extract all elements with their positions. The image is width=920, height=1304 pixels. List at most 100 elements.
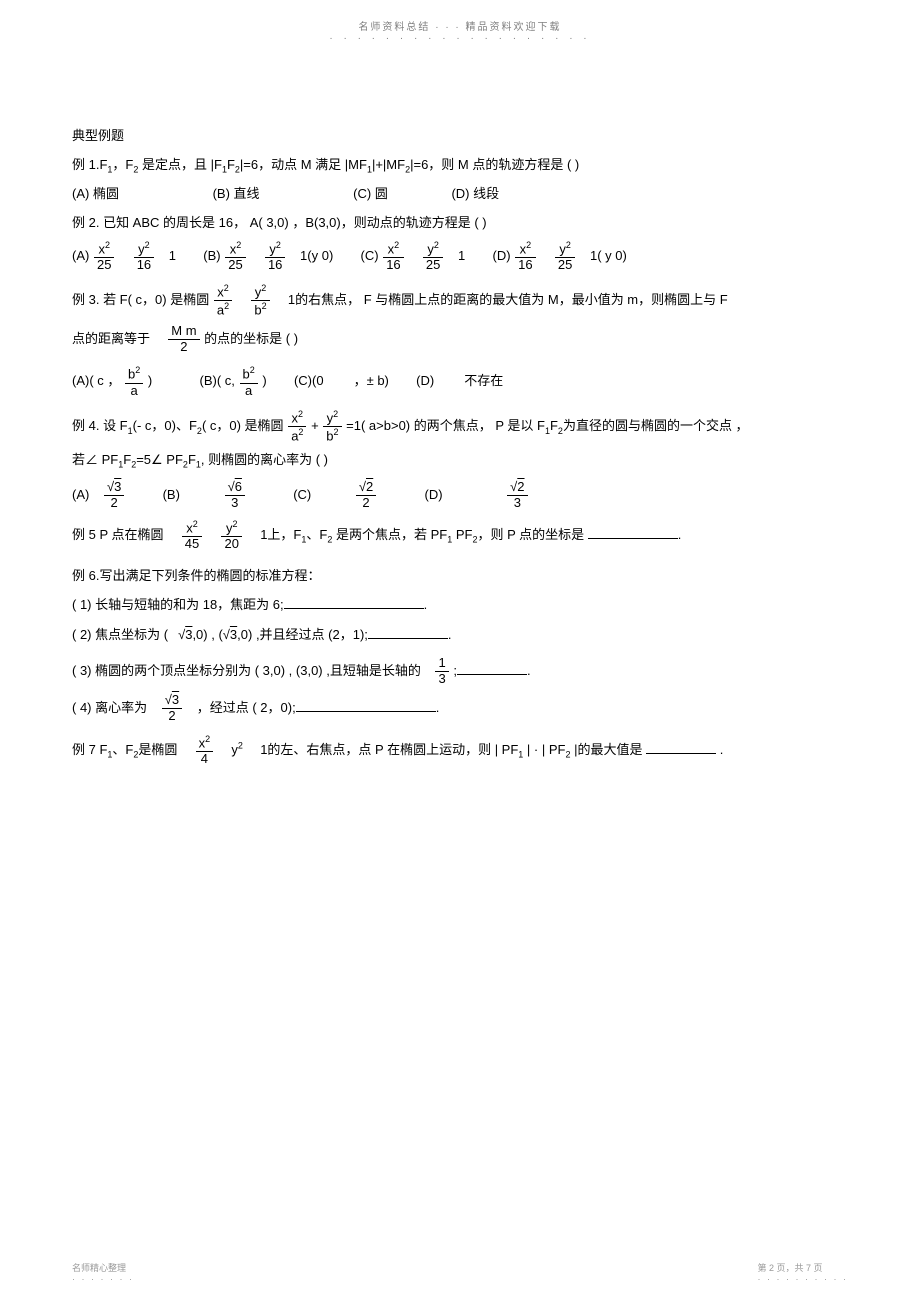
text: =5∠ PF [136,452,183,467]
frac: √63 [225,480,245,511]
text: . [678,527,682,542]
frac: M m2 [168,324,199,355]
text: 例 5 P 点在椭圆 [72,527,164,542]
sup: 2 [135,365,140,375]
text: , 则椭圆的离心率为 ( ) [201,452,328,467]
ex6-title: 例 6.写出满足下列条件的椭圆的标准方程： [72,564,850,589]
den: 20 [221,537,241,552]
rt: √ [228,479,235,494]
content: 典型例题 例 1.F1，F2 是定点，且 |F1F2|=6，动点 M 满足 |M… [0,44,920,767]
frac: y216 [265,240,285,273]
text: 1 [169,248,176,263]
den: a [240,384,258,399]
opt-b: (B) 直线 [213,186,260,201]
text: 是定点，且 |F [138,157,222,172]
sup: 2 [224,301,229,311]
opt-d: (D) [416,373,434,388]
var: b [243,367,250,382]
rt: √ [223,627,230,642]
den: 25 [94,258,114,273]
frac: y220 [221,519,241,552]
section-title: 典型例题 [72,124,850,149]
text: 例 4. 设 F [72,418,128,433]
den: 16 [265,258,285,273]
footer-dots: · · · · · · · [72,1274,134,1284]
footer-left-text: 名师精心整理 [72,1263,126,1273]
sup: 2 [232,519,237,529]
text: |的最大值是 [570,742,646,757]
sup: 2 [193,519,198,529]
text: 1( y 0) [590,248,627,263]
den: a [217,303,224,318]
sup: 2 [205,734,210,744]
den: b [326,428,333,443]
sup: 2 [334,427,339,437]
text: 、F [112,742,133,757]
sup: 2 [333,409,338,419]
text: 的点的坐标是 ( ) [204,331,298,346]
text: . [448,627,452,642]
den: 2 [356,496,376,511]
text: 1上，F [260,527,301,542]
sup: 2 [298,409,303,419]
sup: 2 [236,240,241,250]
text: ，则 P 点的坐标是 [477,527,587,542]
ex6-2: ( 2) 焦点坐标为 (√3,0) , (√3,0) ,并且经过点 (2，1);… [72,623,850,648]
header-dots: · · · · · · · · · · · · · · · · · · · [329,33,590,44]
text: 若∠ PF [72,452,118,467]
footer-left: 名师精心整理 · · · · · · · [72,1261,134,1284]
footer-right-text: 第 2 页，共 7 页 [758,1263,823,1273]
frac: 13 [435,656,448,687]
text: ，经过点 ( 2，0); [197,700,296,715]
sup: 2 [298,427,303,437]
opt-b: (B) [163,487,180,502]
sup: 2 [250,365,255,375]
text: . [436,700,440,715]
sup: 2 [394,240,399,250]
ex1-opts: (A) 椭圆 (B) 直线 (C) 圆 (D) 线段 [72,182,850,207]
den: 3 [435,672,448,687]
ex1-line: 例 1.F1，F2 是定点，且 |F1F2|=6，动点 M 满足 |MF1|+|… [72,153,850,179]
blank [646,741,716,754]
text: 是两个焦点，若 PF [332,527,447,542]
frac: √22 [356,480,376,511]
den: 2 [168,340,199,355]
den: 16 [515,258,535,273]
text: 、F [306,527,327,542]
frac: x245 [182,519,202,552]
sqrt: 6 [235,479,242,494]
ex7: 例 7 F1、F2是椭圆 x24 y2 1的左、右焦点，点 P 在椭圆上运动，则… [72,734,850,767]
opt-a: (A) [72,487,89,502]
opt-d: (D) [493,248,511,263]
den: 25 [225,258,245,273]
ex3-l2: 点的距离等于 M m2 的点的坐标是 ( ) [72,324,850,355]
den: 25 [423,258,443,273]
text: 1的左、右焦点，点 P 在椭圆上运动，则 | PF [260,742,518,757]
opt-c: (C)(0 [294,373,324,388]
text: 1(y 0) [300,248,333,263]
den: 4 [196,752,214,767]
text: 例 3. 若 F( c，0) 是椭圆 [72,292,209,307]
den: a [125,384,143,399]
blank [588,526,678,539]
text: 例 7 F [72,742,107,757]
sup: 2 [276,240,281,250]
sup: 2 [105,240,110,250]
text: =1( a>b>0) 的两个焦点， P 是以 F [346,418,545,433]
page-header: 名师资料总结 · · · 精品资料欢迎下载 · · · · · · · · · … [0,0,920,44]
sup: 2 [145,240,150,250]
ex2-text: 例 2. 已知 ABC 的周长是 16， A( 3,0) ，B(3,0)，则动点… [72,211,850,236]
sqrt: 3 [114,479,121,494]
text: ( 2) 焦点坐标为 ( [72,627,168,642]
sqrt: 3 [172,692,179,707]
text: 为直径的圆与椭圆的一个交点 ， [563,418,749,433]
blank [368,626,448,639]
text: | · | PF [523,742,565,757]
text: ) [148,373,152,388]
frac: b2a [125,365,143,398]
sup: 2 [261,283,266,293]
text: |=6，动点 M 满足 |MF [240,157,367,172]
frac: y2b2 [251,283,269,319]
frac: y225 [555,240,575,273]
frac: x24 [196,734,214,767]
